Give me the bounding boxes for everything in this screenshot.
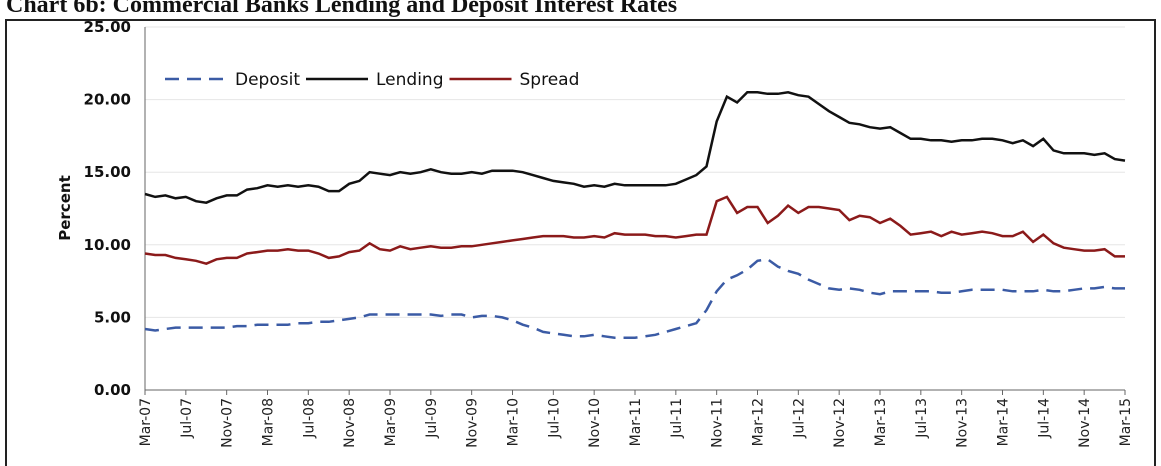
- x-tick-label: Mar-08: [261, 398, 277, 446]
- y-tick-label: 5.00: [94, 308, 131, 326]
- x-tick-label: Mar-12: [751, 398, 767, 446]
- y-tick-label: 20.00: [84, 91, 131, 109]
- x-tick-label: Mar-11: [628, 398, 644, 446]
- x-tick-label: Jul-11: [669, 398, 685, 439]
- x-tick-label: Nov-10: [587, 398, 603, 448]
- x-tick-label: Jul-14: [1036, 398, 1052, 439]
- series-line: [144, 91, 1126, 204]
- legend-label: Spread: [520, 70, 580, 90]
- x-tick-label: Nov-09: [465, 398, 481, 448]
- x-tick-label: Nov-13: [955, 398, 971, 448]
- x-tick-label: Mar-09: [383, 398, 399, 446]
- series-line: [144, 257, 1125, 339]
- y-tick-label: 10.00: [84, 236, 131, 254]
- y-tick-label: 25.00: [84, 18, 131, 36]
- chart-title: Chart 6b: Commercial Banks Lending and D…: [6, 0, 677, 18]
- x-tick-label: Nov-08: [342, 398, 358, 448]
- legend-label: Deposit: [235, 70, 300, 90]
- y-axis-label: Percent: [56, 175, 74, 240]
- x-tick-label: Mar-07: [138, 398, 154, 446]
- y-tick-label: 0.00: [94, 381, 131, 399]
- x-tick-label: Mar-10: [506, 398, 522, 446]
- x-tick-label: Nov-07: [220, 398, 236, 448]
- x-tick-label: Mar-14: [996, 398, 1012, 446]
- series-line: [144, 195, 1125, 266]
- x-tick-label: Mar-15: [1118, 398, 1134, 446]
- x-tick-label: Nov-14: [1077, 398, 1093, 448]
- x-tick-label: Jul-10: [546, 398, 562, 439]
- legend-label: Lending: [376, 70, 444, 90]
- x-tick-label: Jul-12: [791, 398, 807, 439]
- y-tick-label: 15.00: [84, 163, 131, 181]
- x-tick-label: Mar-13: [873, 398, 889, 446]
- x-tick-label: Nov-12: [832, 398, 848, 448]
- x-tick-label: Jul-13: [914, 398, 930, 439]
- chart-frame: [5, 19, 1156, 466]
- x-tick-label: Jul-09: [424, 398, 440, 439]
- x-tick-label: Nov-11: [710, 398, 726, 448]
- x-tick-label: Jul-07: [179, 398, 195, 439]
- x-tick-label: Jul-08: [301, 398, 317, 439]
